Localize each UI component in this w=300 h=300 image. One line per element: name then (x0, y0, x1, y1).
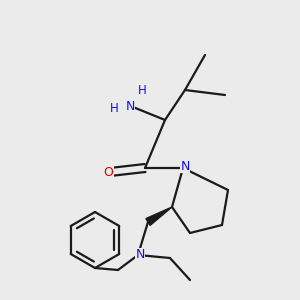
Text: H: H (110, 103, 118, 116)
Text: N: N (125, 100, 135, 113)
Text: O: O (103, 166, 113, 178)
Text: N: N (180, 160, 190, 172)
Text: N: N (135, 248, 145, 262)
Text: H: H (138, 85, 146, 98)
Polygon shape (146, 207, 172, 225)
